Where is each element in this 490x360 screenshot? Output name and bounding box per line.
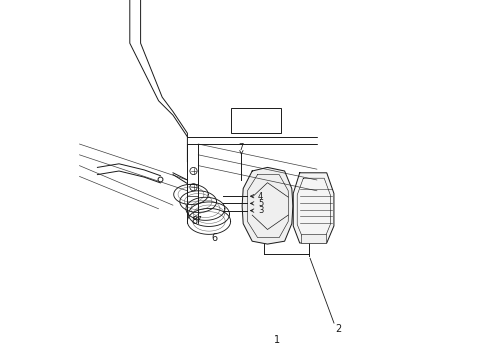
Text: 3: 3 (250, 206, 263, 215)
Polygon shape (242, 167, 293, 244)
Text: 6: 6 (211, 233, 218, 243)
Bar (231, 108, 281, 133)
Text: 5: 5 (250, 199, 263, 208)
Text: 4: 4 (250, 192, 263, 201)
Text: 7: 7 (239, 143, 244, 152)
Text: 8: 8 (192, 216, 197, 226)
Bar (301, 234, 326, 243)
Polygon shape (293, 173, 334, 243)
Text: 1: 1 (274, 335, 280, 345)
Text: 2: 2 (336, 324, 342, 334)
